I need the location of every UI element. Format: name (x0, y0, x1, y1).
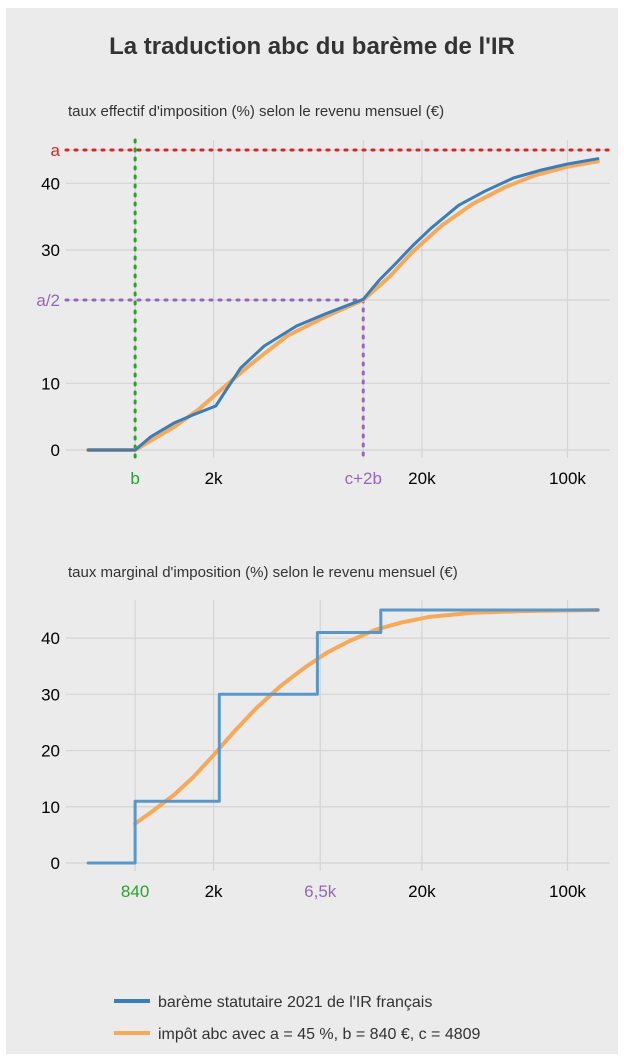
legend-item-bareme: barème statutaire 2021 de l'IR français (114, 994, 432, 1011)
x-tick-label: 6,5k (304, 882, 337, 901)
series-line-bareme (86, 608, 600, 865)
marginal-rate-chart: taux marginal d'imposition (%) selon le … (41, 564, 610, 901)
x-tick-label: 100k (549, 882, 586, 901)
chart-frame: La traduction abc du barème de l'IR taux… (6, 8, 618, 1054)
effective-rate-chart: taux effectif d'imposition (%) selon le … (36, 103, 612, 488)
figure: La traduction abc du barème de l'IR taux… (36, 33, 612, 1043)
y-tick-label: 20 (41, 742, 60, 761)
x-tick-label: 2k (205, 469, 223, 488)
y-tick-label: a (51, 141, 61, 160)
y-tick-label: 40 (41, 174, 60, 193)
x-tick-label: c+2b (345, 469, 382, 488)
series-line-abc (86, 159, 600, 452)
figure-title: La traduction abc du barème de l'IR (109, 33, 515, 60)
x-tick-label: 2k (205, 882, 223, 901)
x-tick-label: 100k (549, 469, 586, 488)
legend-label-bareme: barème statutaire 2021 de l'IR français (158, 994, 432, 1011)
marginal-rate-chart-title: taux marginal d'imposition (%) selon le … (68, 564, 458, 581)
y-tick-label: 30 (41, 685, 60, 704)
x-tick-label: 20k (408, 882, 436, 901)
y-tick-label: 10 (41, 798, 60, 817)
y-tick-label: a/2 (36, 291, 60, 310)
y-tick-label: 40 (41, 629, 60, 648)
legend-label-abc: impôt abc avec a = 45 %, b = 840 €, c = … (158, 1026, 481, 1043)
series-line-bareme (86, 157, 600, 452)
legend: barème statutaire 2021 de l'IR français … (114, 994, 481, 1043)
x-tick-label: 20k (408, 469, 436, 488)
y-tick-label: 0 (51, 854, 60, 873)
effective-rate-chart-title: taux effectif d'imposition (%) selon le … (68, 103, 444, 120)
series-line-abc (133, 608, 600, 826)
y-tick-label: 10 (41, 374, 60, 393)
x-tick-label: b (130, 469, 139, 488)
x-tick-label: 840 (121, 882, 149, 901)
y-tick-label: 0 (51, 441, 60, 460)
legend-item-abc: impôt abc avec a = 45 %, b = 840 €, c = … (114, 1026, 481, 1043)
y-tick-label: 30 (41, 241, 60, 260)
